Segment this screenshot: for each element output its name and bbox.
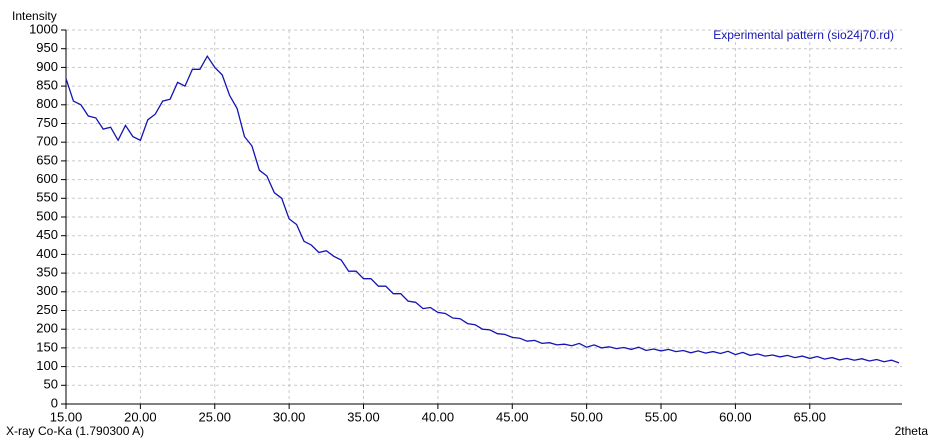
x-tick-label: 20.00	[124, 409, 157, 424]
x-tick-label: 25.00	[198, 409, 231, 424]
y-tick-label: 550	[36, 190, 58, 205]
y-tick-label: 600	[36, 171, 58, 186]
y-tick-label: 350	[36, 265, 58, 280]
x-tick-label: 45.00	[496, 409, 529, 424]
x-axis-label: 2theta	[895, 424, 929, 438]
y-tick-label: 300	[36, 283, 58, 298]
x-tick-label: 65.00	[793, 409, 826, 424]
y-tick-label: 750	[36, 115, 58, 130]
y-tick-label: 450	[36, 227, 58, 242]
x-tick-label: 55.00	[645, 409, 678, 424]
y-tick-label: 950	[36, 40, 58, 55]
y-tick-label: 100	[36, 358, 58, 373]
y-tick-label: 800	[36, 96, 58, 111]
x-tick-label: 35.00	[347, 409, 380, 424]
y-tick-label: 900	[36, 59, 58, 74]
y-tick-label: 400	[36, 246, 58, 261]
y-tick-label: 650	[36, 152, 58, 167]
y-tick-label: 50	[44, 377, 58, 392]
y-tick-label: 250	[36, 302, 58, 317]
y-tick-label: 0	[51, 395, 58, 410]
y-tick-label: 200	[36, 321, 58, 336]
y-tick-label: 500	[36, 208, 58, 223]
x-tick-label: 40.00	[422, 409, 455, 424]
x-tick-label: 60.00	[719, 409, 752, 424]
x-tick-label: 15.00	[50, 409, 83, 424]
y-axis-label: Intensity	[12, 9, 57, 23]
legend-text: Experimental pattern (sio24j70.rd)	[713, 28, 894, 42]
x-tick-label: 30.00	[273, 409, 306, 424]
data-line	[65, 54, 900, 364]
y-tick-label: 1000	[29, 21, 58, 36]
x-note: X-ray Co-Ka (1.790300 A)	[6, 424, 144, 438]
y-tick-label: 700	[36, 134, 58, 149]
y-tick-label: 150	[36, 339, 58, 354]
x-tick-label: 50.00	[570, 409, 603, 424]
y-tick-label: 850	[36, 78, 58, 93]
